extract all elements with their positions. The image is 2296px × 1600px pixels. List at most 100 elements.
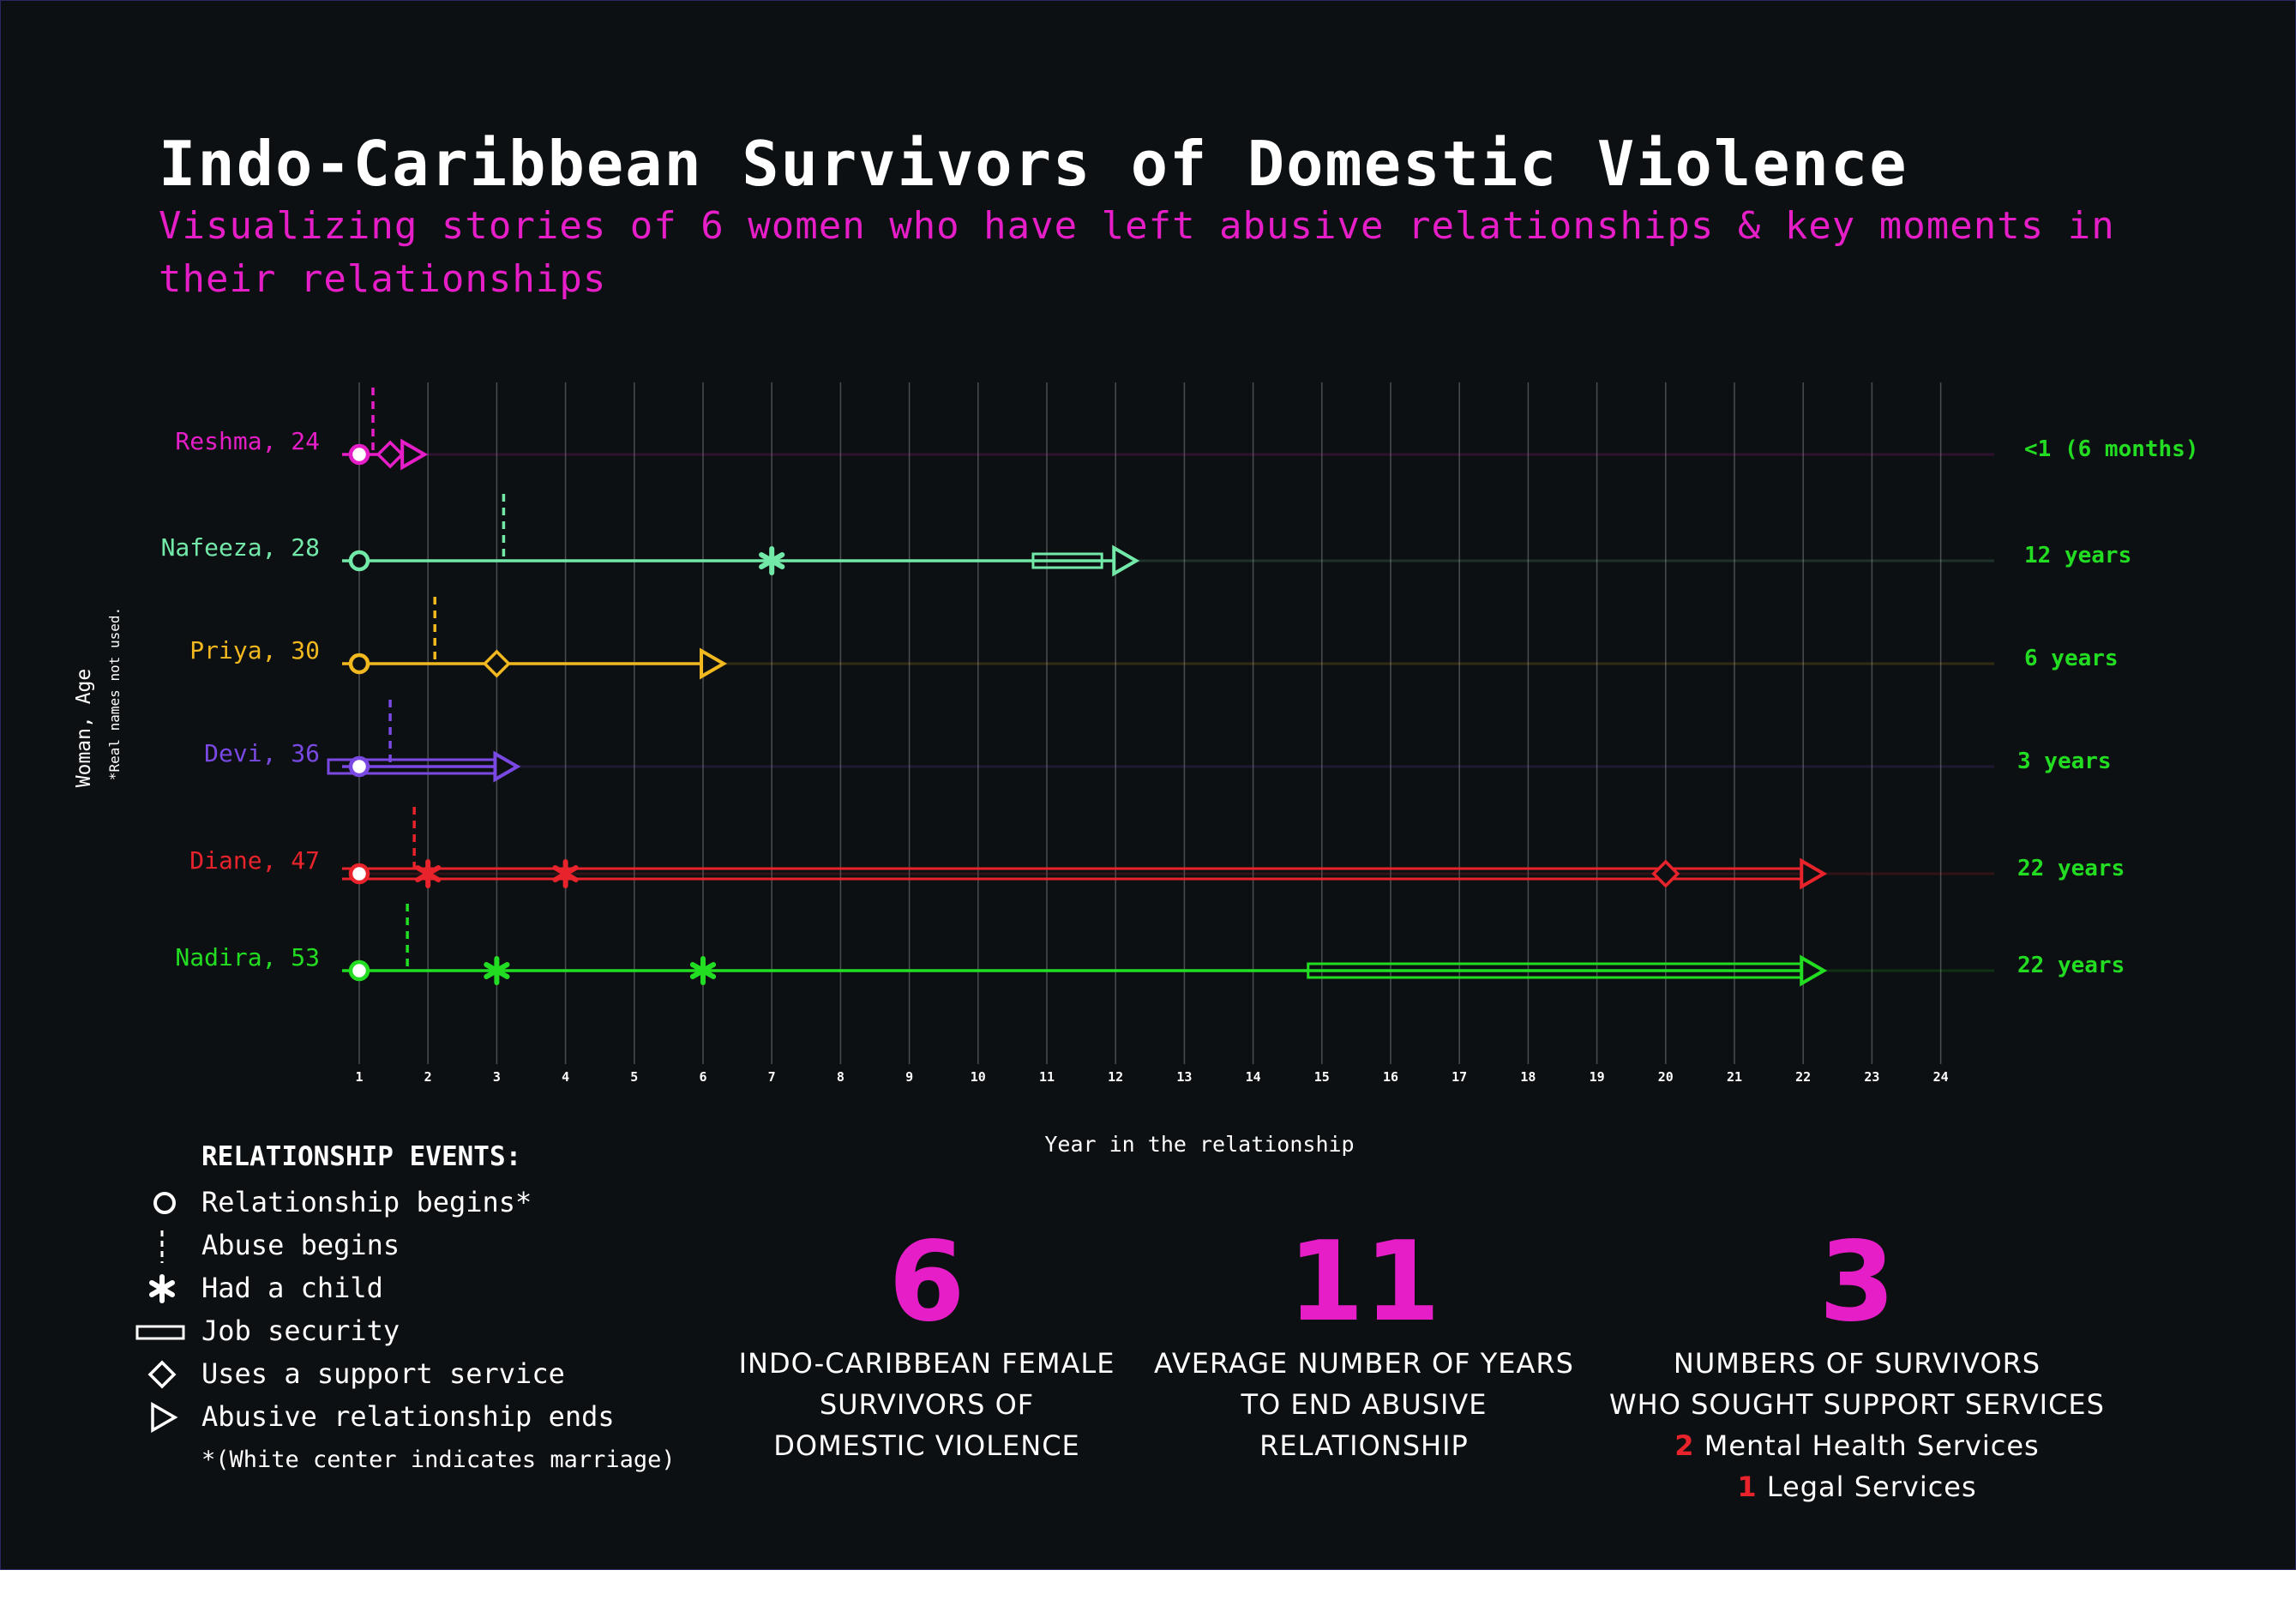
x-axis-ticks: 1 2 3 4 5 6 7 8 9 10 11 12 13 14 15 16 17 18 19 20 21 22 23 24 <box>355 1069 1948 1085</box>
stat-label-line: INDO-CARIBBEAN FEMALE <box>738 1347 1115 1380</box>
x-tick-label: 22 <box>1795 1069 1811 1085</box>
stat-label-line: NUMBERS OF SURVIVORS <box>1673 1347 2041 1380</box>
legend-item-relationship-begins: Relationship begins* <box>201 1186 532 1218</box>
relationship-end-triangle <box>1112 544 1140 577</box>
x-tick-label: 6 <box>699 1069 706 1085</box>
x-tick-label: 8 <box>837 1069 844 1085</box>
stat-average-years: 11 AVERAGE NUMBER OF YEARS TO END ABUSIV… <box>1141 1223 1587 1466</box>
stat-breakdown-count: 2 <box>1674 1429 1695 1462</box>
asterisk-icon <box>149 1274 175 1303</box>
woman-label: Reshma, 24 <box>175 427 320 455</box>
x-tick-label: 24 <box>1933 1069 1949 1085</box>
relationship-end-triangle <box>700 647 728 680</box>
stat-breakdown-mental-health: 2 Mental Health Services <box>1587 1425 2127 1466</box>
relationship-begin-circle <box>348 755 370 778</box>
woman-label: Devi, 36 <box>204 739 320 767</box>
woman-label: Priya, 30 <box>189 636 320 665</box>
child-asterisk <box>415 859 442 888</box>
x-tick-label: 1 <box>355 1069 363 1085</box>
stat-survivors: 6 INDO-CARIBBEAN FEMALE SURVIVORS OF DOM… <box>712 1223 1141 1466</box>
legend-item-abuse-begins: Abuse begins <box>201 1229 400 1261</box>
series-devi: Devi, 36 3 years <box>204 700 2112 783</box>
stat-support-services: 3 NUMBERS OF SURVIVORS WHO SOUGHT SUPPOR… <box>1587 1223 2127 1507</box>
x-tick-label: 13 <box>1176 1069 1192 1085</box>
y-axis-note: *Real names not used. <box>106 607 123 780</box>
stat-number: 11 <box>1287 1218 1441 1346</box>
stat-label-line: TO END ABUSIVE <box>1241 1388 1488 1421</box>
relationship-end-triangle <box>400 438 429 471</box>
child-asterisk <box>759 546 785 575</box>
asterisk-stroke <box>552 865 579 882</box>
x-tick-label: 18 <box>1520 1069 1536 1085</box>
duration-label: 3 years <box>2017 749 2112 774</box>
job-security-bar <box>1031 552 1103 569</box>
x-tick-label: 9 <box>905 1069 913 1085</box>
x-tick-label: 21 <box>1727 1069 1742 1085</box>
x-tick-label: 15 <box>1314 1069 1330 1085</box>
stat-breakdown-label: Legal Services <box>1766 1471 1977 1503</box>
stat-label-line: WHO SOUGHT SUPPORT SERVICES <box>1609 1388 2105 1421</box>
x-tick-label: 12 <box>1108 1069 1123 1085</box>
x-tick-label: 7 <box>768 1069 776 1085</box>
duration-label: 12 years <box>2024 543 2131 568</box>
relationship-begin-circle <box>348 959 370 982</box>
relationship-begin-circle <box>348 653 370 675</box>
stat-breakdown-legal: 1 Legal Services <box>1587 1466 2127 1507</box>
series-diane: Diane, 47 22 years <box>189 807 2125 890</box>
series-reshma: Reshma, 24 <1 (6 months) <box>175 388 2199 471</box>
legend-title: RELATIONSHIP EVENTS: <box>201 1141 522 1172</box>
relationship-end-triangle <box>1800 857 1828 890</box>
relationship-begin-circle <box>348 863 370 885</box>
legend-note: *(White center indicates marriage) <box>201 1447 676 1473</box>
x-tick-label: 19 <box>1590 1069 1605 1085</box>
x-tick-label: 23 <box>1864 1069 1879 1085</box>
x-tick-label: 16 <box>1383 1069 1398 1085</box>
series-nafeeza: Nafeeza, 28 12 years <box>161 494 2131 577</box>
legend-item-relationship-ends: Abusive relationship ends <box>201 1400 615 1433</box>
duration-label: 6 years <box>2024 646 2119 671</box>
x-tick-label: 10 <box>971 1069 986 1085</box>
asterisk-stroke <box>759 552 785 569</box>
triangle-icon <box>151 1401 178 1434</box>
relationship-end-triangle <box>1800 954 1828 987</box>
stat-label-line: DOMESTIC VIOLENCE <box>773 1429 1080 1462</box>
child-asterisk <box>552 859 579 888</box>
asterisk-stroke <box>689 962 717 979</box>
y-axis-label: Woman, Age <box>73 669 95 787</box>
woman-label: Nadira, 53 <box>175 943 320 971</box>
asterisk-stroke <box>415 865 442 882</box>
x-tick-label: 14 <box>1246 1069 1261 1085</box>
legend-item-support-service: Uses a support service <box>201 1357 565 1390</box>
x-tick-label: 5 <box>630 1069 638 1085</box>
duration-label: 22 years <box>2017 856 2125 881</box>
x-tick-label: 20 <box>1658 1069 1674 1085</box>
x-tick-label: 3 <box>493 1069 501 1085</box>
legend-item-job-security: Job security <box>201 1314 400 1347</box>
child-asterisk <box>689 956 717 985</box>
stat-breakdown-label: Mental Health Services <box>1704 1429 2040 1462</box>
dashed-line-icon <box>160 1230 164 1263</box>
x-tick-label: 11 <box>1039 1069 1055 1085</box>
woman-label: Diane, 47 <box>189 846 320 875</box>
page-subtitle: Visualizing stories of 6 women who have … <box>159 204 2115 301</box>
relationship-begin-circle <box>348 443 370 466</box>
stat-number: 6 <box>888 1218 965 1346</box>
child-asterisk <box>484 956 510 985</box>
circle-icon <box>153 1192 176 1214</box>
stat-breakdown-count: 1 <box>1737 1471 1758 1503</box>
x-axis-label: Year in the relationship <box>1044 1132 1354 1157</box>
support-service-diamond <box>482 649 511 678</box>
duration-label: <1 (6 months) <box>2024 436 2199 462</box>
stat-label-line: RELATIONSHIP <box>1259 1429 1469 1462</box>
gridlines <box>358 382 1942 1064</box>
duration-label: 22 years <box>2017 953 2125 978</box>
series-priya: Priya, 30 6 years <box>189 597 2119 680</box>
stat-number: 3 <box>1818 1218 1896 1346</box>
page-title: Indo-Caribbean Survivors of Domestic Vio… <box>159 128 1908 200</box>
relationship-end-triangle <box>493 750 521 783</box>
series-nadira: Nadira, 53 22 years <box>175 904 2125 987</box>
support-service-diamond <box>1651 859 1680 888</box>
x-tick-label: 2 <box>424 1069 432 1085</box>
stat-label-line: AVERAGE NUMBER OF YEARS <box>1154 1347 1574 1380</box>
